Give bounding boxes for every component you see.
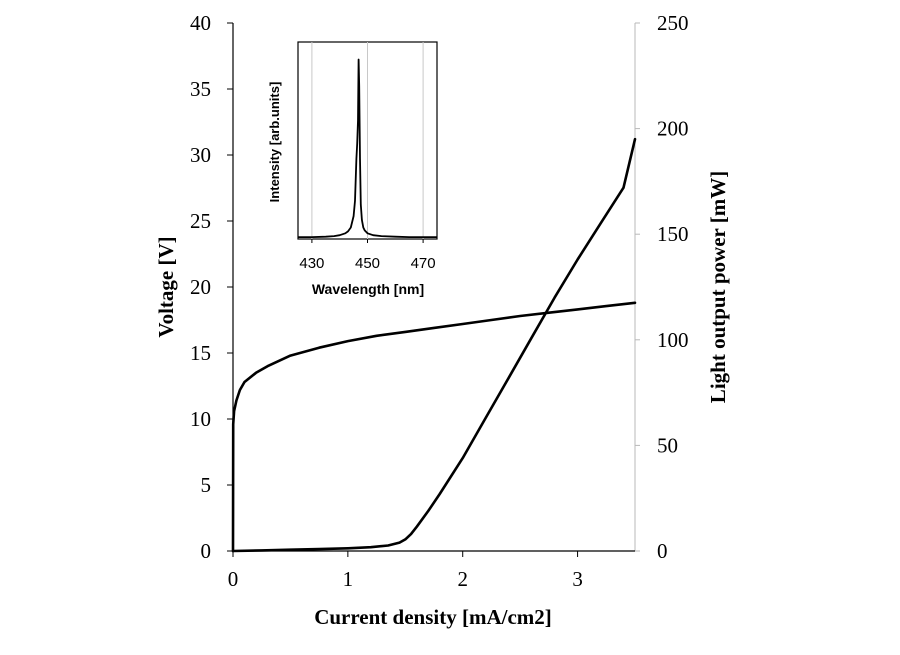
x-axis-label: Current density [mA/cm2]: [314, 605, 552, 629]
y-right-tick-label: 0: [657, 539, 668, 563]
y-right-tick-label: 100: [657, 328, 689, 352]
inset-x-tick-label: 450: [355, 255, 380, 272]
y-left-tick-label: 20: [190, 275, 211, 299]
y-right-tick-label: 50: [657, 433, 678, 457]
y-left-tick-label: 35: [190, 77, 211, 101]
x-tick-label: 1: [343, 567, 354, 591]
y-left-tick-label: 30: [190, 143, 211, 167]
y-left-tick-label: 25: [190, 209, 211, 233]
inset-ticks-layer: 430 450 470: [299, 42, 436, 272]
y-left-tick-label: 40: [190, 11, 211, 35]
spectrum-series-line: [298, 58, 437, 239]
inset-x-tick-label: 430: [299, 255, 324, 272]
x-tick-label: 3: [572, 567, 583, 591]
inset-series-layer: [298, 58, 437, 239]
light-output-power-series-line: [231, 137, 637, 553]
y-left-tick-label: 0: [201, 539, 212, 563]
x-tick-label: 0: [228, 567, 239, 591]
inset-x-tick-label: 470: [411, 255, 436, 272]
inset-y-axis-label: Intensity [arb.units]: [267, 82, 282, 203]
y-axis-left-label: Voltage [V]: [154, 236, 178, 337]
x-tick-label: 2: [457, 567, 468, 591]
inset-chart: 430 450 470 Wavelength [nm] Intensity [arb…: [267, 41, 438, 297]
y-left-tick-label: 5: [201, 473, 212, 497]
y-axis-right-label: Light output power [mW]: [706, 171, 730, 403]
y-right-tick-label: 250: [657, 11, 689, 35]
voltage-series-line: [231, 301, 637, 553]
inset-x-axis-label: Wavelength [nm]: [312, 281, 424, 297]
y-right-tick-label: 150: [657, 222, 689, 246]
y-left-tick-label: 10: [190, 407, 211, 431]
y-right-tick-label: 200: [657, 117, 689, 141]
series-layer: [231, 137, 637, 553]
y-left-tick-label: 15: [190, 341, 211, 365]
